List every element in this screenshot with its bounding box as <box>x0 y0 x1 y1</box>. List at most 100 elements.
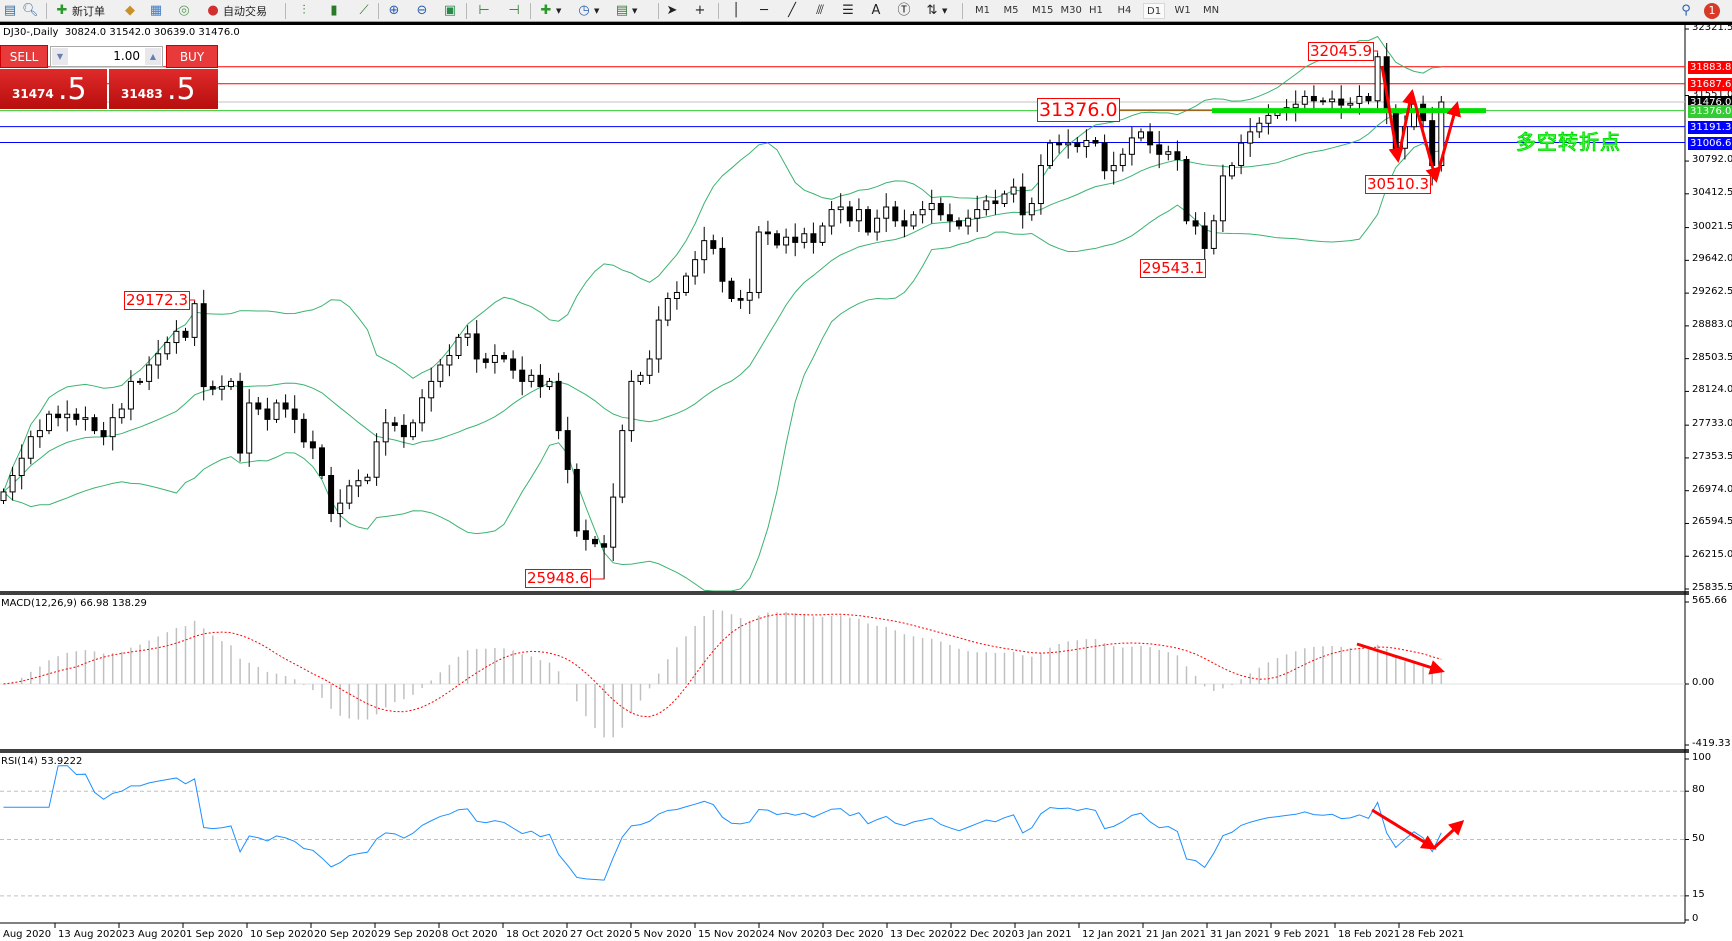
date-label: 23 Aug 2020 <box>122 929 187 940</box>
line-chart-icon[interactable]: ⟋ <box>359 3 369 18</box>
fibonacci-icon[interactable]: ☰ <box>842 3 854 18</box>
terminal-icon[interactable]: ▦ <box>149 3 163 18</box>
candle-bearish <box>992 200 999 205</box>
candle-bullish <box>1247 131 1254 144</box>
candle-bullish <box>1374 56 1381 102</box>
buy-button[interactable]: BUY <box>166 45 218 68</box>
candle-bullish <box>491 354 498 363</box>
candle-bearish <box>391 422 398 426</box>
notifications-button[interactable]: 1 <box>1704 2 1720 20</box>
timeframe-m5[interactable]: M5 <box>1003 5 1019 16</box>
zoom-out-icon[interactable]: ⊖ <box>416 3 428 18</box>
candle-bearish <box>1092 140 1099 144</box>
periods-dropdown[interactable]: ◷ ▼ <box>578 3 600 18</box>
text-icon[interactable]: A <box>871 3 881 18</box>
candle-bearish <box>601 543 608 548</box>
candle-bearish <box>1201 225 1208 249</box>
price-tick-label: 31551.0 <box>1692 88 1732 100</box>
navigator-icon[interactable]: 🔍︎ <box>22 3 39 18</box>
new-order-icon: ✚ <box>56 3 68 18</box>
candle-bullish <box>137 380 143 383</box>
macd-divergence-arrow <box>1356 642 1445 675</box>
candle-bullish <box>355 480 362 487</box>
auto-trading-button[interactable]: ● 自动交易 <box>205 2 267 20</box>
candle-bullish <box>1110 165 1117 172</box>
chart-window-icon[interactable]: ▤ <box>3 3 17 18</box>
text-label-icon[interactable]: Ⓣ <box>897 3 911 18</box>
date-label: 28 Feb 2021 <box>1402 929 1465 940</box>
candle-bullish <box>983 200 990 211</box>
macd-tick-label: 0.00 <box>1692 677 1715 688</box>
chart-shift-icon[interactable]: ⊢ <box>478 3 490 18</box>
candle-bearish <box>592 538 598 545</box>
candle-bearish <box>300 418 307 443</box>
candle-bullish <box>528 374 535 382</box>
ask-price-button[interactable]: 31483 .5 <box>109 69 218 109</box>
macd-tick-label: -419.33 <box>1692 738 1731 749</box>
timeframe-m1[interactable]: M1 <box>975 5 990 16</box>
sell-button[interactable]: SELL <box>0 45 48 68</box>
candle-bearish <box>282 402 289 410</box>
candle-bullish <box>1128 137 1135 155</box>
price-label-29172[interactable]: 29172.3 <box>124 291 191 310</box>
price-label-32045[interactable]: 32045.9 <box>1308 42 1375 61</box>
candle-bearish <box>946 214 953 222</box>
timeframe-m15[interactable]: M15 <box>1032 5 1054 16</box>
candlestick-chart-icon[interactable]: ▮ <box>330 3 338 18</box>
new-order-label: 新订单 <box>72 5 105 18</box>
date-label: 3 Dec 2020 <box>826 929 884 940</box>
timeframe-m30[interactable]: M30 <box>1060 5 1082 16</box>
vertical-line-icon[interactable]: │ <box>732 3 740 18</box>
timeframe-w1[interactable]: W1 <box>1174 5 1191 16</box>
lot-increase-button[interactable]: ▲ <box>145 48 161 65</box>
zigzag-arrow <box>1434 101 1462 181</box>
crosshair-icon[interactable]: + <box>694 3 706 18</box>
metaeditor-icon[interactable]: ◆ <box>125 3 135 18</box>
signals-icon[interactable]: ◎ <box>178 3 190 18</box>
macd-tick-label: 565.66 <box>1692 595 1727 606</box>
lot-size-input[interactable]: 1.00 <box>113 49 140 63</box>
price-label-25948[interactable]: 25948.6 <box>525 569 592 588</box>
equidistant-channel-icon[interactable]: ⫻ <box>816 3 824 18</box>
date-label: 22 Dec 2020 <box>954 929 1018 940</box>
candle-bullish <box>965 217 972 227</box>
search-icon[interactable]: ⚲ <box>1681 3 1691 18</box>
zoom-in-icon[interactable]: ⊕ <box>388 3 400 18</box>
lot-decrease-button[interactable]: ▼ <box>52 48 68 65</box>
price-label-29543[interactable]: 29543.1 <box>1140 259 1207 278</box>
bid-price-button[interactable]: 31474 .5 <box>0 69 107 109</box>
candle-bullish <box>1010 186 1017 195</box>
candle-bearish <box>519 369 526 382</box>
timeframe-h1[interactable]: H1 <box>1089 5 1103 16</box>
candle-bearish <box>573 468 580 532</box>
timeframe-h4[interactable]: H4 <box>1117 5 1132 16</box>
candle-bullish <box>446 354 453 366</box>
price-tick-label: 30412.5 <box>1692 186 1732 198</box>
tile-windows-icon[interactable]: ▣ <box>443 3 457 18</box>
candle-bearish <box>1338 98 1345 106</box>
timeframe-mn[interactable]: MN <box>1203 5 1220 16</box>
candle-bullish <box>1083 140 1090 148</box>
date-label: 20 Sep 2020 <box>314 929 378 940</box>
templates-dropdown[interactable]: ▤ ▼ <box>615 3 638 18</box>
auto-scroll-icon[interactable]: ⊣ <box>508 3 520 18</box>
bid-price-fraction: .5 <box>58 72 87 107</box>
candle-bearish <box>182 330 189 338</box>
cursor-icon[interactable]: ➤ <box>666 3 678 18</box>
candle-bullish <box>1165 151 1172 155</box>
candle-bullish <box>783 236 790 246</box>
indicators-dropdown[interactable]: ✚ ▼ <box>540 3 562 18</box>
arrows-dropdown[interactable]: ⇅ ▼ <box>926 3 948 18</box>
timeframe-d1[interactable]: D1 <box>1143 3 1166 19</box>
horizontal-line-icon[interactable]: ─ <box>760 3 768 18</box>
price-label-31376[interactable]: 31376.0 <box>1037 98 1120 122</box>
turning-point-note[interactable]: 多空转折点 <box>1516 130 1621 155</box>
lot-size-stepper[interactable]: ▼ 1.00 ▲ <box>50 46 163 67</box>
separator <box>466 3 467 19</box>
price-label-30510[interactable]: 30510.3 <box>1365 175 1432 194</box>
trendline-icon[interactable]: ╱ <box>788 3 796 18</box>
bar-chart-icon[interactable]: ⫶ <box>302 3 306 18</box>
new-order-button[interactable]: ✚ 新订单 <box>54 2 105 20</box>
candle-bullish <box>610 496 617 548</box>
